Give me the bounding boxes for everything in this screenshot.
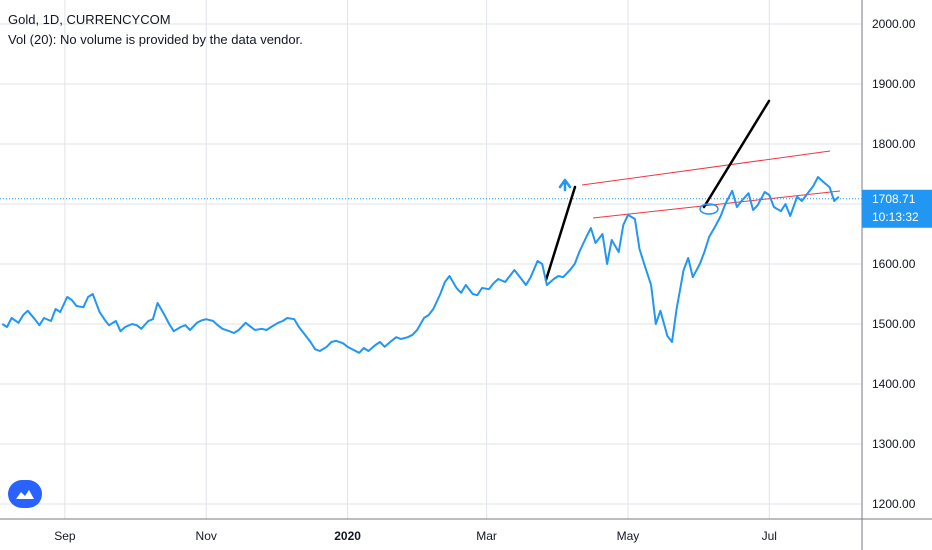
x-tick-label: May (617, 529, 640, 543)
up-arrow-annotation[interactable] (558, 178, 572, 192)
y-tick-label: 1600.00 (872, 257, 916, 271)
y-tick-label: 1300.00 (872, 437, 916, 451)
trend-line-left[interactable] (544, 185, 577, 282)
tradingview-logo-icon[interactable] (8, 480, 42, 508)
chart-legend: Gold, 1D, CURRENCYCOM Vol (20): No volum… (8, 10, 303, 50)
x-tick-label: 2020 (334, 529, 361, 543)
y-tick-label: 1200.00 (872, 497, 916, 511)
y-tick-label: 1500.00 (872, 317, 916, 331)
x-tick-label: Sep (54, 529, 76, 543)
user-drawings (544, 99, 841, 282)
x-tick-label: Mar (476, 529, 497, 543)
x-tick-label: Jul (762, 529, 777, 543)
circle-annotation[interactable] (699, 203, 719, 215)
last-price-value: 1708.71 (872, 192, 916, 206)
price-series (1, 176, 840, 354)
y-tick-label: 1400.00 (872, 377, 916, 391)
bar-countdown: 10:13:32 (872, 210, 919, 224)
y-tick-label: 1800.00 (872, 137, 916, 151)
trend-line-right[interactable] (702, 99, 771, 209)
x-tick-label: Nov (196, 529, 217, 543)
grid-lines (0, 0, 862, 519)
gold-price-line (1, 176, 840, 354)
y-tick-label: 2000.00 (872, 17, 916, 31)
symbol-title[interactable]: Gold, 1D, CURRENCYCOM (8, 12, 171, 27)
volume-indicator-label[interactable]: Vol (20): No volume is provided by the d… (8, 32, 303, 47)
channel-lower-line[interactable] (592, 190, 841, 219)
y-tick-label: 1900.00 (872, 77, 916, 91)
last-price-tag (862, 189, 932, 228)
channel-upper-line[interactable] (581, 150, 831, 186)
